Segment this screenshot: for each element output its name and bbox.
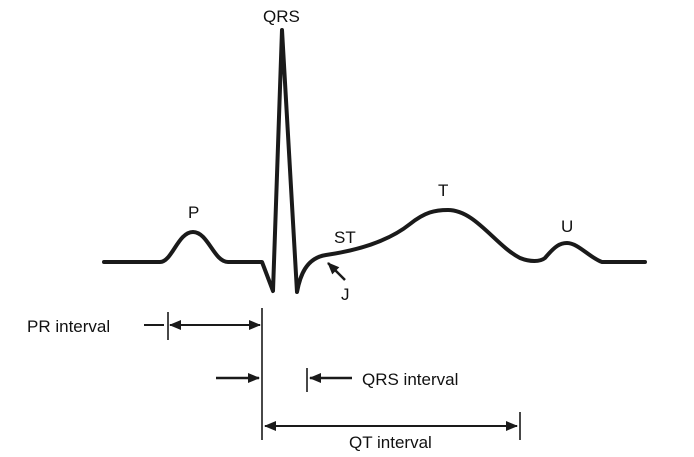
st-segment-label: ST [334, 228, 356, 247]
j-point-arrow [327, 262, 346, 281]
p-wave-label: P [188, 203, 199, 222]
ecg-trace [102, 28, 647, 294]
qrs-label: QRS [263, 7, 300, 26]
qrs-interval-label: QRS interval [362, 370, 458, 389]
j-point-label: J [341, 285, 350, 304]
pr-interval-label: PR interval [27, 317, 110, 336]
u-wave-label: U [561, 217, 573, 236]
qt-interval-label: QT interval [349, 433, 432, 452]
t-wave-label: T [438, 181, 448, 200]
